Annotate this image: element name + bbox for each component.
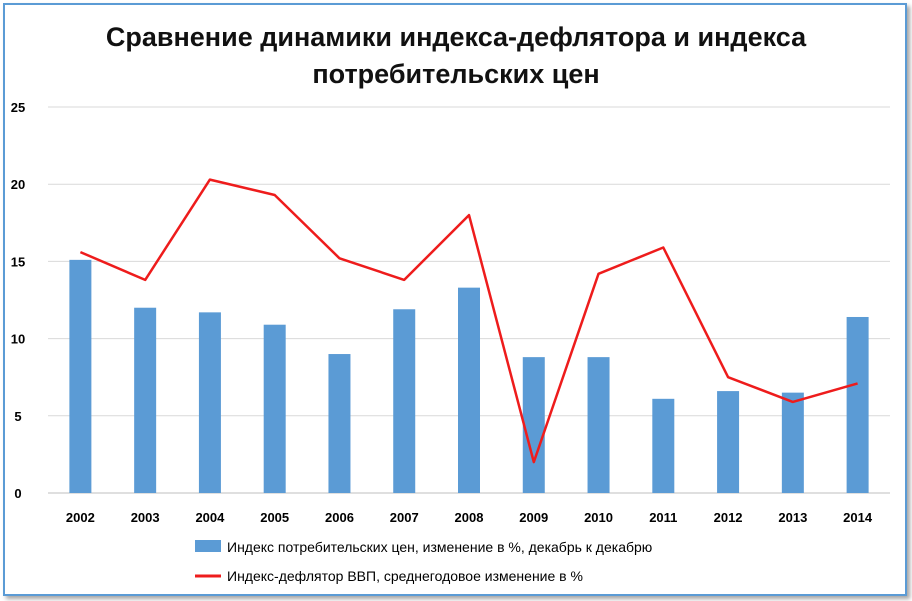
y-tick-label: 25 [11, 100, 25, 115]
x-tick-label: 2004 [195, 510, 225, 525]
bar-2006 [328, 354, 351, 493]
x-tick-label: 2011 [649, 510, 677, 525]
x-tick-label: 2009 [519, 510, 548, 525]
bar-2011 [652, 398, 675, 493]
deflator-line [79, 178, 858, 464]
legend-label-line: Индекс-дефлятор ВВП, среднегодовое измен… [227, 568, 583, 584]
x-tick-label: 2006 [325, 510, 354, 525]
y-tick-label: 20 [11, 177, 25, 192]
bar-2013 [781, 392, 804, 493]
bar-2012 [717, 391, 740, 493]
line-series [79, 178, 858, 464]
y-tick-label: 0 [14, 486, 21, 501]
bar-2010 [587, 357, 610, 493]
x-tick-label: 2005 [260, 510, 289, 525]
y-tick-label: 5 [14, 409, 21, 424]
bar-2007 [393, 309, 416, 493]
x-tick-label: 2013 [778, 510, 807, 525]
x-tick-label: 2003 [131, 510, 160, 525]
x-tick-label: 2007 [390, 510, 419, 525]
bar-2005 [263, 324, 286, 493]
y-axis: 0 5 10 15 20 25 [11, 100, 25, 501]
x-tick-label: 2012 [714, 510, 743, 525]
x-axis: 2002 2003 2004 2005 2006 2007 2008 2009 2010 2011… [66, 510, 873, 525]
grid [48, 106, 890, 494]
legend: Индекс потребительских цен, изменение в … [195, 539, 652, 584]
bar-2009 [522, 357, 545, 493]
legend-label-bars: Индекс потребительских цен, изменение в … [227, 539, 652, 555]
bar-2004 [198, 312, 221, 493]
x-tick-label: 2002 [66, 510, 95, 525]
chart-frame [3, 3, 907, 596]
legend-swatch-bars [195, 540, 221, 552]
x-tick-label: 2008 [455, 510, 484, 525]
chart-title-line-1: Сравнение динамики индекса-дефлятора и и… [106, 22, 807, 52]
x-tick-label: 2010 [584, 510, 613, 525]
bar-2008 [458, 287, 480, 493]
x-tick-label: 2014 [843, 510, 873, 525]
bar-2014 [846, 316, 869, 493]
y-tick-label: 15 [11, 254, 25, 269]
chart-title-line-2: потребительских цен [312, 59, 599, 89]
bar-series [69, 259, 869, 493]
bar-2003 [134, 307, 157, 493]
bar-2002 [69, 259, 92, 493]
y-tick-label: 10 [11, 332, 25, 347]
